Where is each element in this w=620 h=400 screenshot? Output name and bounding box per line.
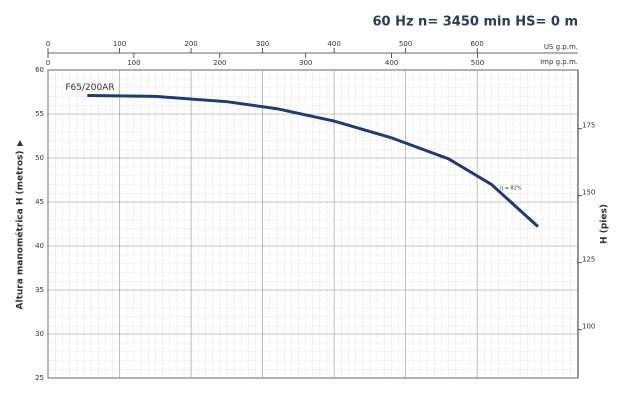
x2-tick-label: 300: [299, 59, 312, 67]
y-tick-label: 35: [35, 286, 44, 294]
x2-tick-label: 100: [127, 59, 140, 67]
y-tick-label: 50: [35, 154, 44, 162]
x2-tick-label: 200: [213, 59, 226, 67]
x2-tick-label: 0: [46, 59, 50, 67]
y-axis-arrow: [17, 140, 23, 146]
curve: [87, 94, 539, 228]
y-axis-title: Altura manométrica H (metros): [15, 151, 26, 310]
x2-tick-label: 400: [385, 59, 398, 67]
x-tick-label: 0: [46, 40, 50, 48]
series-label: F65/200AR: [65, 83, 114, 93]
x2-axis-title: Imp g.p.m.: [540, 58, 578, 66]
minor-grid: [48, 70, 578, 378]
x-tick-label: 200: [184, 40, 197, 48]
x-tick-label: 400: [327, 40, 340, 48]
y-tick-label: 40: [35, 242, 44, 250]
y-tick-label: 60: [35, 66, 44, 74]
x-tick-label: 500: [399, 40, 412, 48]
y-tick-label: 55: [35, 110, 44, 118]
y2-tick-label: 150: [582, 189, 595, 197]
y2-tick-label: 175: [582, 122, 595, 130]
y2-axis-title: H (pies): [600, 204, 610, 244]
y2-tick-label: 100: [582, 323, 595, 331]
x-axis-title: US g.p.m.: [544, 43, 578, 51]
x-tick-label: 300: [256, 40, 269, 48]
y-tick-label: 45: [35, 198, 44, 206]
annotation: η = 82%: [500, 186, 522, 192]
x-tick-label: 100: [113, 40, 126, 48]
x2-tick-label: 500: [471, 59, 484, 67]
y2-tick-label: 125: [582, 256, 595, 264]
chart-title: 60 Hz n= 3450 min HS= 0 m: [372, 15, 578, 30]
x-tick-label: 600: [470, 40, 483, 48]
y-tick-label: 30: [35, 330, 44, 338]
y-tick-label: 25: [35, 374, 44, 382]
